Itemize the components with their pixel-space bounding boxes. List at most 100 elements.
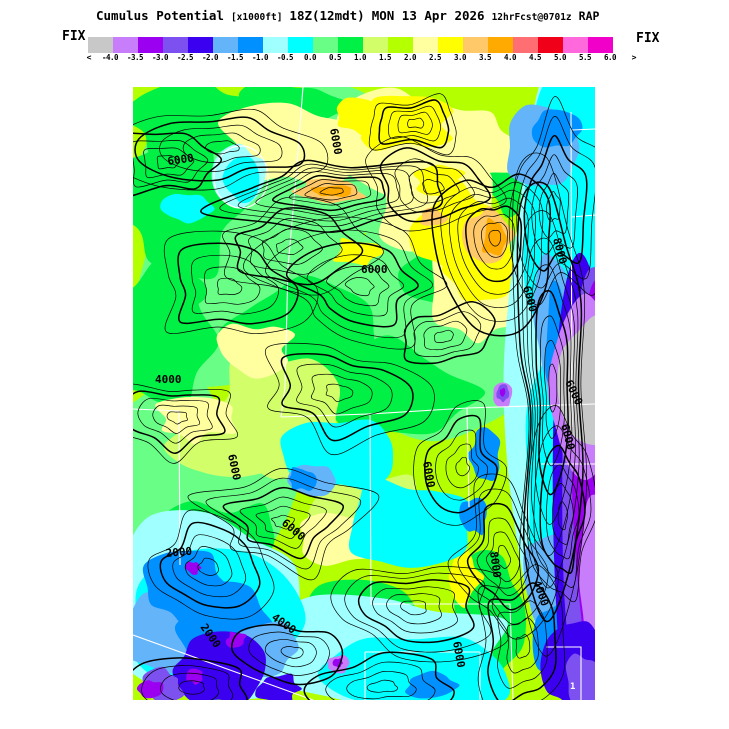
contour-label: 6000 bbox=[450, 640, 467, 668]
contour-line bbox=[152, 404, 201, 434]
contour-line bbox=[255, 171, 400, 216]
colorbar-segment bbox=[413, 37, 438, 53]
contour-line bbox=[156, 155, 181, 170]
contour-map: 6000600060008000600060006000400060002000… bbox=[133, 87, 595, 700]
contour-line bbox=[552, 483, 574, 545]
fill-region bbox=[531, 109, 583, 148]
contour-line bbox=[219, 163, 429, 227]
contour-line bbox=[521, 210, 580, 589]
contour-line bbox=[177, 242, 299, 325]
title-forecast-info: 12hrFcst@0701z bbox=[491, 12, 572, 23]
contour-line bbox=[264, 342, 435, 455]
contour-label: 6000 bbox=[327, 127, 344, 155]
contour-line bbox=[133, 390, 226, 454]
contour-line bbox=[159, 124, 283, 172]
contour-line bbox=[187, 468, 380, 581]
contour-line bbox=[546, 190, 561, 222]
contour-line bbox=[413, 400, 508, 526]
fix-label-right[interactable]: FIX bbox=[636, 31, 660, 46]
contour-line bbox=[523, 134, 588, 272]
colorbar-tick: 0.5 bbox=[328, 53, 342, 62]
colorbar-tick: 5.0 bbox=[553, 53, 567, 62]
contour-line bbox=[133, 139, 209, 188]
fill-region bbox=[155, 397, 237, 445]
lake-outline bbox=[213, 145, 269, 209]
contour-line bbox=[515, 634, 531, 659]
contour-line bbox=[271, 514, 296, 530]
fill-region bbox=[565, 653, 595, 700]
contour-line bbox=[197, 557, 219, 576]
contour-line bbox=[431, 173, 552, 337]
title-units: [x1000ft] bbox=[230, 12, 283, 23]
contour-line bbox=[303, 651, 455, 700]
contour-line bbox=[222, 196, 384, 296]
fill-region bbox=[413, 164, 466, 198]
contour-line bbox=[357, 579, 475, 644]
state-boundary-line bbox=[571, 128, 595, 131]
contour-line bbox=[231, 623, 344, 686]
contour-line bbox=[239, 496, 327, 549]
contour-line bbox=[264, 638, 317, 668]
contour-line bbox=[234, 207, 364, 286]
contour-line bbox=[477, 564, 566, 700]
contour-line bbox=[248, 631, 330, 676]
contour-line bbox=[326, 266, 390, 307]
contour-line bbox=[204, 266, 261, 305]
colorbar-arrow-left: < bbox=[86, 53, 92, 62]
contour-line bbox=[531, 264, 573, 525]
fill-region bbox=[348, 476, 470, 568]
contour-line bbox=[237, 167, 414, 222]
contour-line bbox=[457, 488, 549, 625]
contour-line bbox=[557, 501, 569, 531]
colorbar bbox=[88, 37, 613, 53]
contour-line bbox=[506, 617, 539, 674]
contour-line bbox=[424, 414, 498, 514]
fill-region bbox=[578, 494, 595, 664]
contour-line bbox=[133, 657, 248, 700]
contour-line bbox=[344, 277, 375, 297]
fill-region bbox=[336, 97, 399, 138]
colorbar-tick: 1.0 bbox=[353, 53, 367, 62]
contour-line bbox=[540, 315, 565, 467]
contour-line bbox=[248, 218, 343, 275]
fill-region bbox=[225, 631, 247, 648]
contour-line bbox=[133, 108, 329, 191]
state-boundary-line bbox=[133, 408, 181, 566]
contour-line bbox=[172, 534, 247, 598]
contour-line bbox=[325, 383, 354, 402]
contour-line bbox=[296, 363, 393, 428]
contour-line bbox=[487, 582, 557, 700]
contour-label: 6000 bbox=[361, 263, 388, 276]
contour-line bbox=[319, 187, 344, 196]
contour-line bbox=[205, 140, 240, 155]
contour-line bbox=[397, 111, 433, 135]
contour-line bbox=[280, 646, 304, 659]
contour-line bbox=[516, 116, 595, 289]
contour-line bbox=[548, 363, 558, 413]
state-boundary-line bbox=[546, 646, 582, 700]
contour-line bbox=[184, 546, 233, 587]
colorbar-segment bbox=[113, 37, 138, 53]
state-boundary-line bbox=[570, 111, 573, 428]
contour-lines bbox=[133, 93, 595, 700]
contour-line bbox=[137, 397, 213, 444]
contour-line bbox=[330, 566, 509, 663]
state-boundary-line bbox=[133, 634, 314, 700]
contour-line bbox=[526, 405, 595, 603]
fill-region bbox=[136, 680, 164, 699]
contour-line bbox=[531, 154, 578, 255]
fill-region bbox=[332, 658, 343, 668]
fix-label-left[interactable]: FIX bbox=[62, 29, 86, 44]
colorbar-tick: -2.0 bbox=[201, 53, 219, 62]
colorbar-segment bbox=[188, 37, 213, 53]
contour-line bbox=[413, 311, 482, 358]
contour-line bbox=[143, 147, 195, 179]
contour-line bbox=[378, 99, 450, 149]
state-boundary-line bbox=[280, 87, 304, 418]
colorbar-tick: -3.5 bbox=[126, 53, 144, 62]
contour-line bbox=[310, 373, 373, 415]
contour-line bbox=[261, 228, 323, 265]
contour-line bbox=[368, 93, 457, 156]
contour-line bbox=[476, 517, 530, 596]
